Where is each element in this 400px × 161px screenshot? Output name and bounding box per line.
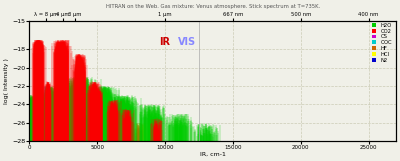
Title: HITRAN on the Web. Gas mixture: Venus atmosphere. Stick spectrum at T=735K.: HITRAN on the Web. Gas mixture: Venus at… xyxy=(106,4,320,9)
X-axis label: IR, cm-1: IR, cm-1 xyxy=(200,152,226,157)
Legend: H2O, CO2, CS, OOC, HF, HCl, N2: H2O, CO2, CS, OOC, HF, HCl, N2 xyxy=(371,22,393,64)
Text: VIS: VIS xyxy=(178,38,196,47)
Text: IR: IR xyxy=(160,38,170,47)
Y-axis label: log( Intensity ): log( Intensity ) xyxy=(4,58,9,104)
